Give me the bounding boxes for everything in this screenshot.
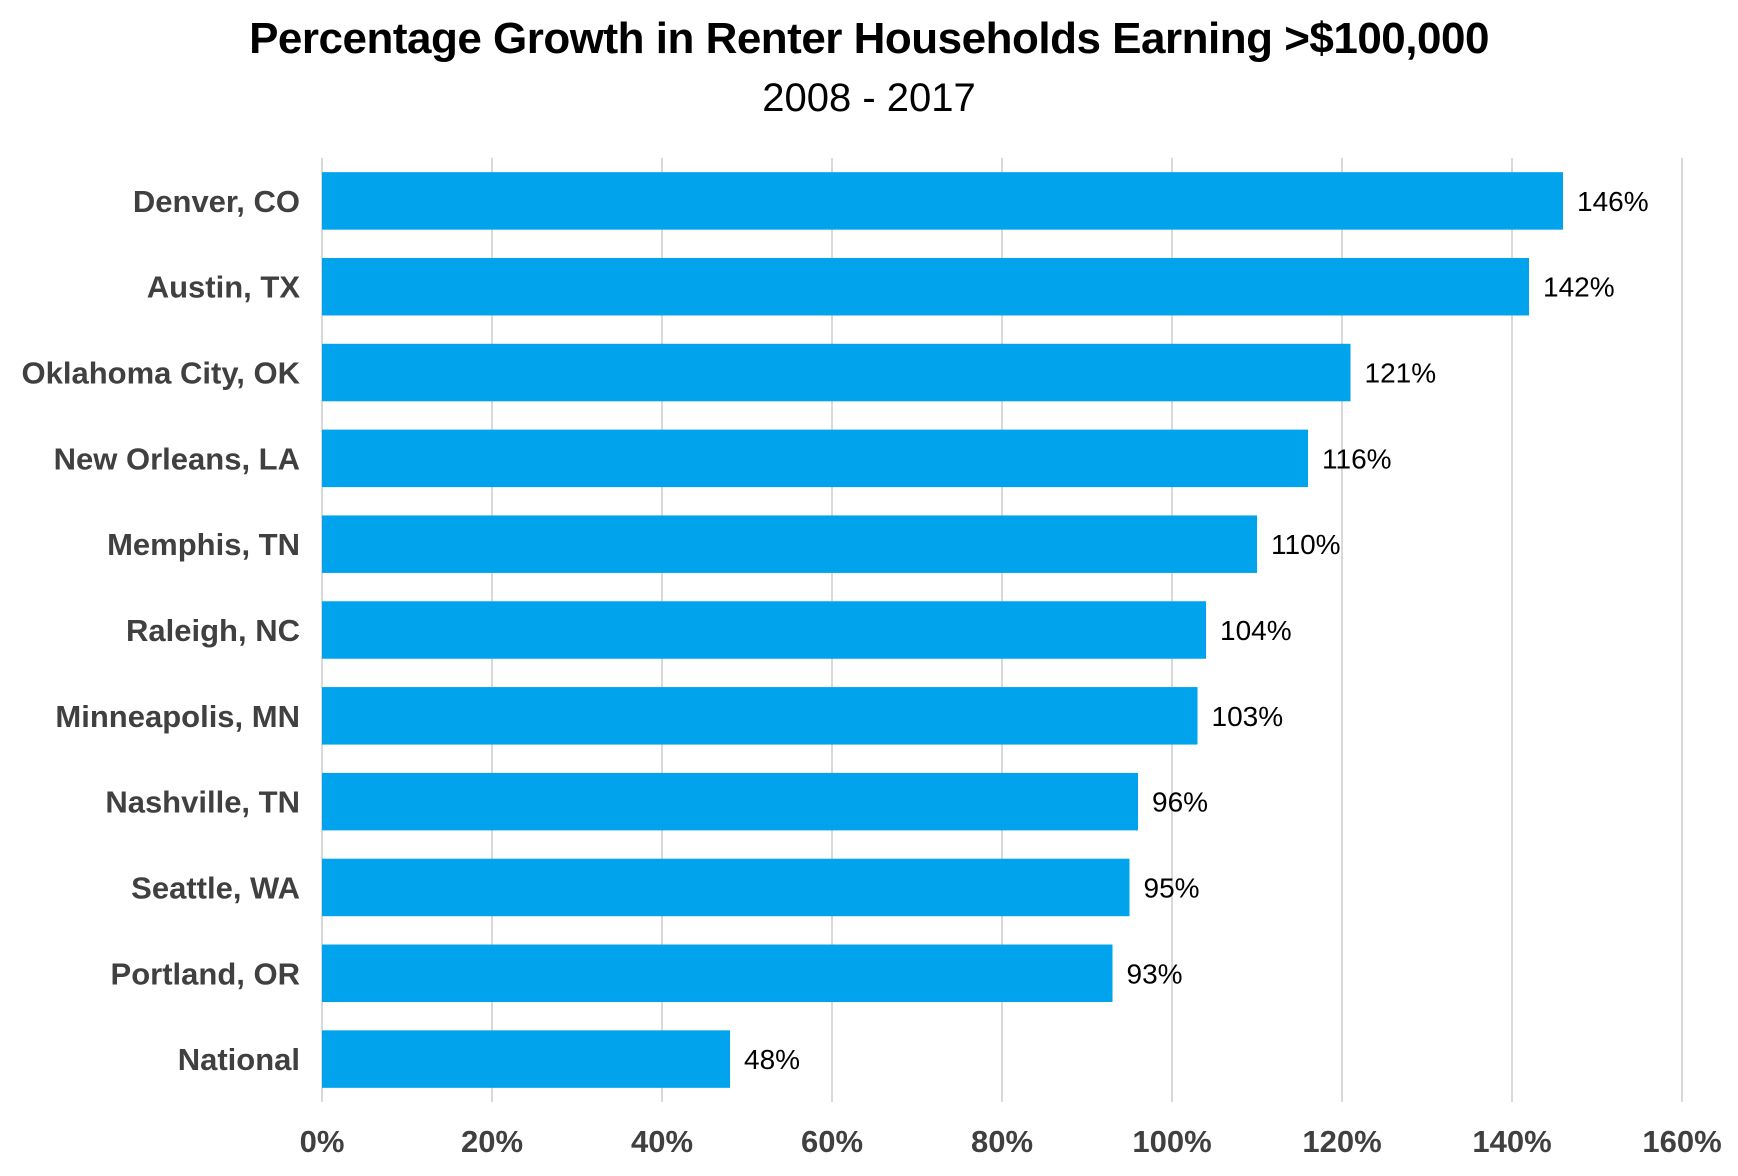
bar-1 [322, 257, 1529, 316]
category-label-10: National [178, 1042, 300, 1077]
chart-subtitle: 2008 - 2017 [762, 76, 976, 120]
category-label-0: Denver, CO [133, 184, 300, 219]
bar-4 [322, 515, 1257, 573]
x-tick-label-4: 80% [971, 1124, 1033, 1159]
data-label-9: 93% [1127, 958, 1183, 989]
x-tick-label-1: 20% [461, 1124, 523, 1159]
category-label-7: Nashville, TN [105, 785, 300, 820]
bar-2 [322, 343, 1351, 402]
x-tick-label-8: 160% [1642, 1124, 1721, 1159]
data-label-10: 48% [744, 1044, 800, 1075]
x-tick-label-5: 100% [1132, 1124, 1211, 1159]
x-tick-label-0: 0% [300, 1124, 345, 1159]
data-label-5: 104% [1220, 615, 1292, 646]
bar-7 [322, 772, 1138, 831]
category-label-8: Seattle, WA [131, 870, 300, 905]
bar-5 [322, 601, 1206, 659]
category-label-9: Portland, OR [111, 956, 300, 991]
data-label-7: 96% [1152, 787, 1208, 818]
x-tick-label-3: 60% [801, 1124, 863, 1159]
data-label-0: 146% [1577, 186, 1649, 217]
bar-3 [322, 429, 1308, 488]
data-label-2: 121% [1365, 358, 1437, 389]
category-label-6: Minneapolis, MN [55, 699, 300, 734]
category-label-1: Austin, TX [147, 270, 301, 305]
bar-8 [322, 858, 1130, 917]
data-label-3: 116% [1322, 443, 1392, 474]
bar-6 [322, 687, 1198, 745]
x-tick-label-2: 40% [631, 1124, 693, 1159]
x-tick-label-6: 120% [1302, 1124, 1381, 1159]
chart-title: Percentage Growth in Renter Households E… [249, 14, 1489, 63]
category-label-4: Memphis, TN [107, 527, 300, 562]
data-label-6: 103% [1212, 701, 1284, 732]
x-tick-label-7: 140% [1472, 1124, 1551, 1159]
category-label-2: Oklahoma City, OK [22, 356, 301, 391]
category-label-5: Raleigh, NC [126, 613, 300, 648]
data-label-4: 110% [1271, 529, 1341, 560]
category-label-3: New Orleans, LA [54, 441, 300, 476]
data-label-1: 142% [1543, 272, 1615, 303]
bar-10 [322, 1030, 730, 1088]
bar-9 [322, 944, 1113, 1003]
bar-0 [322, 172, 1563, 230]
data-label-8: 95% [1144, 872, 1200, 903]
